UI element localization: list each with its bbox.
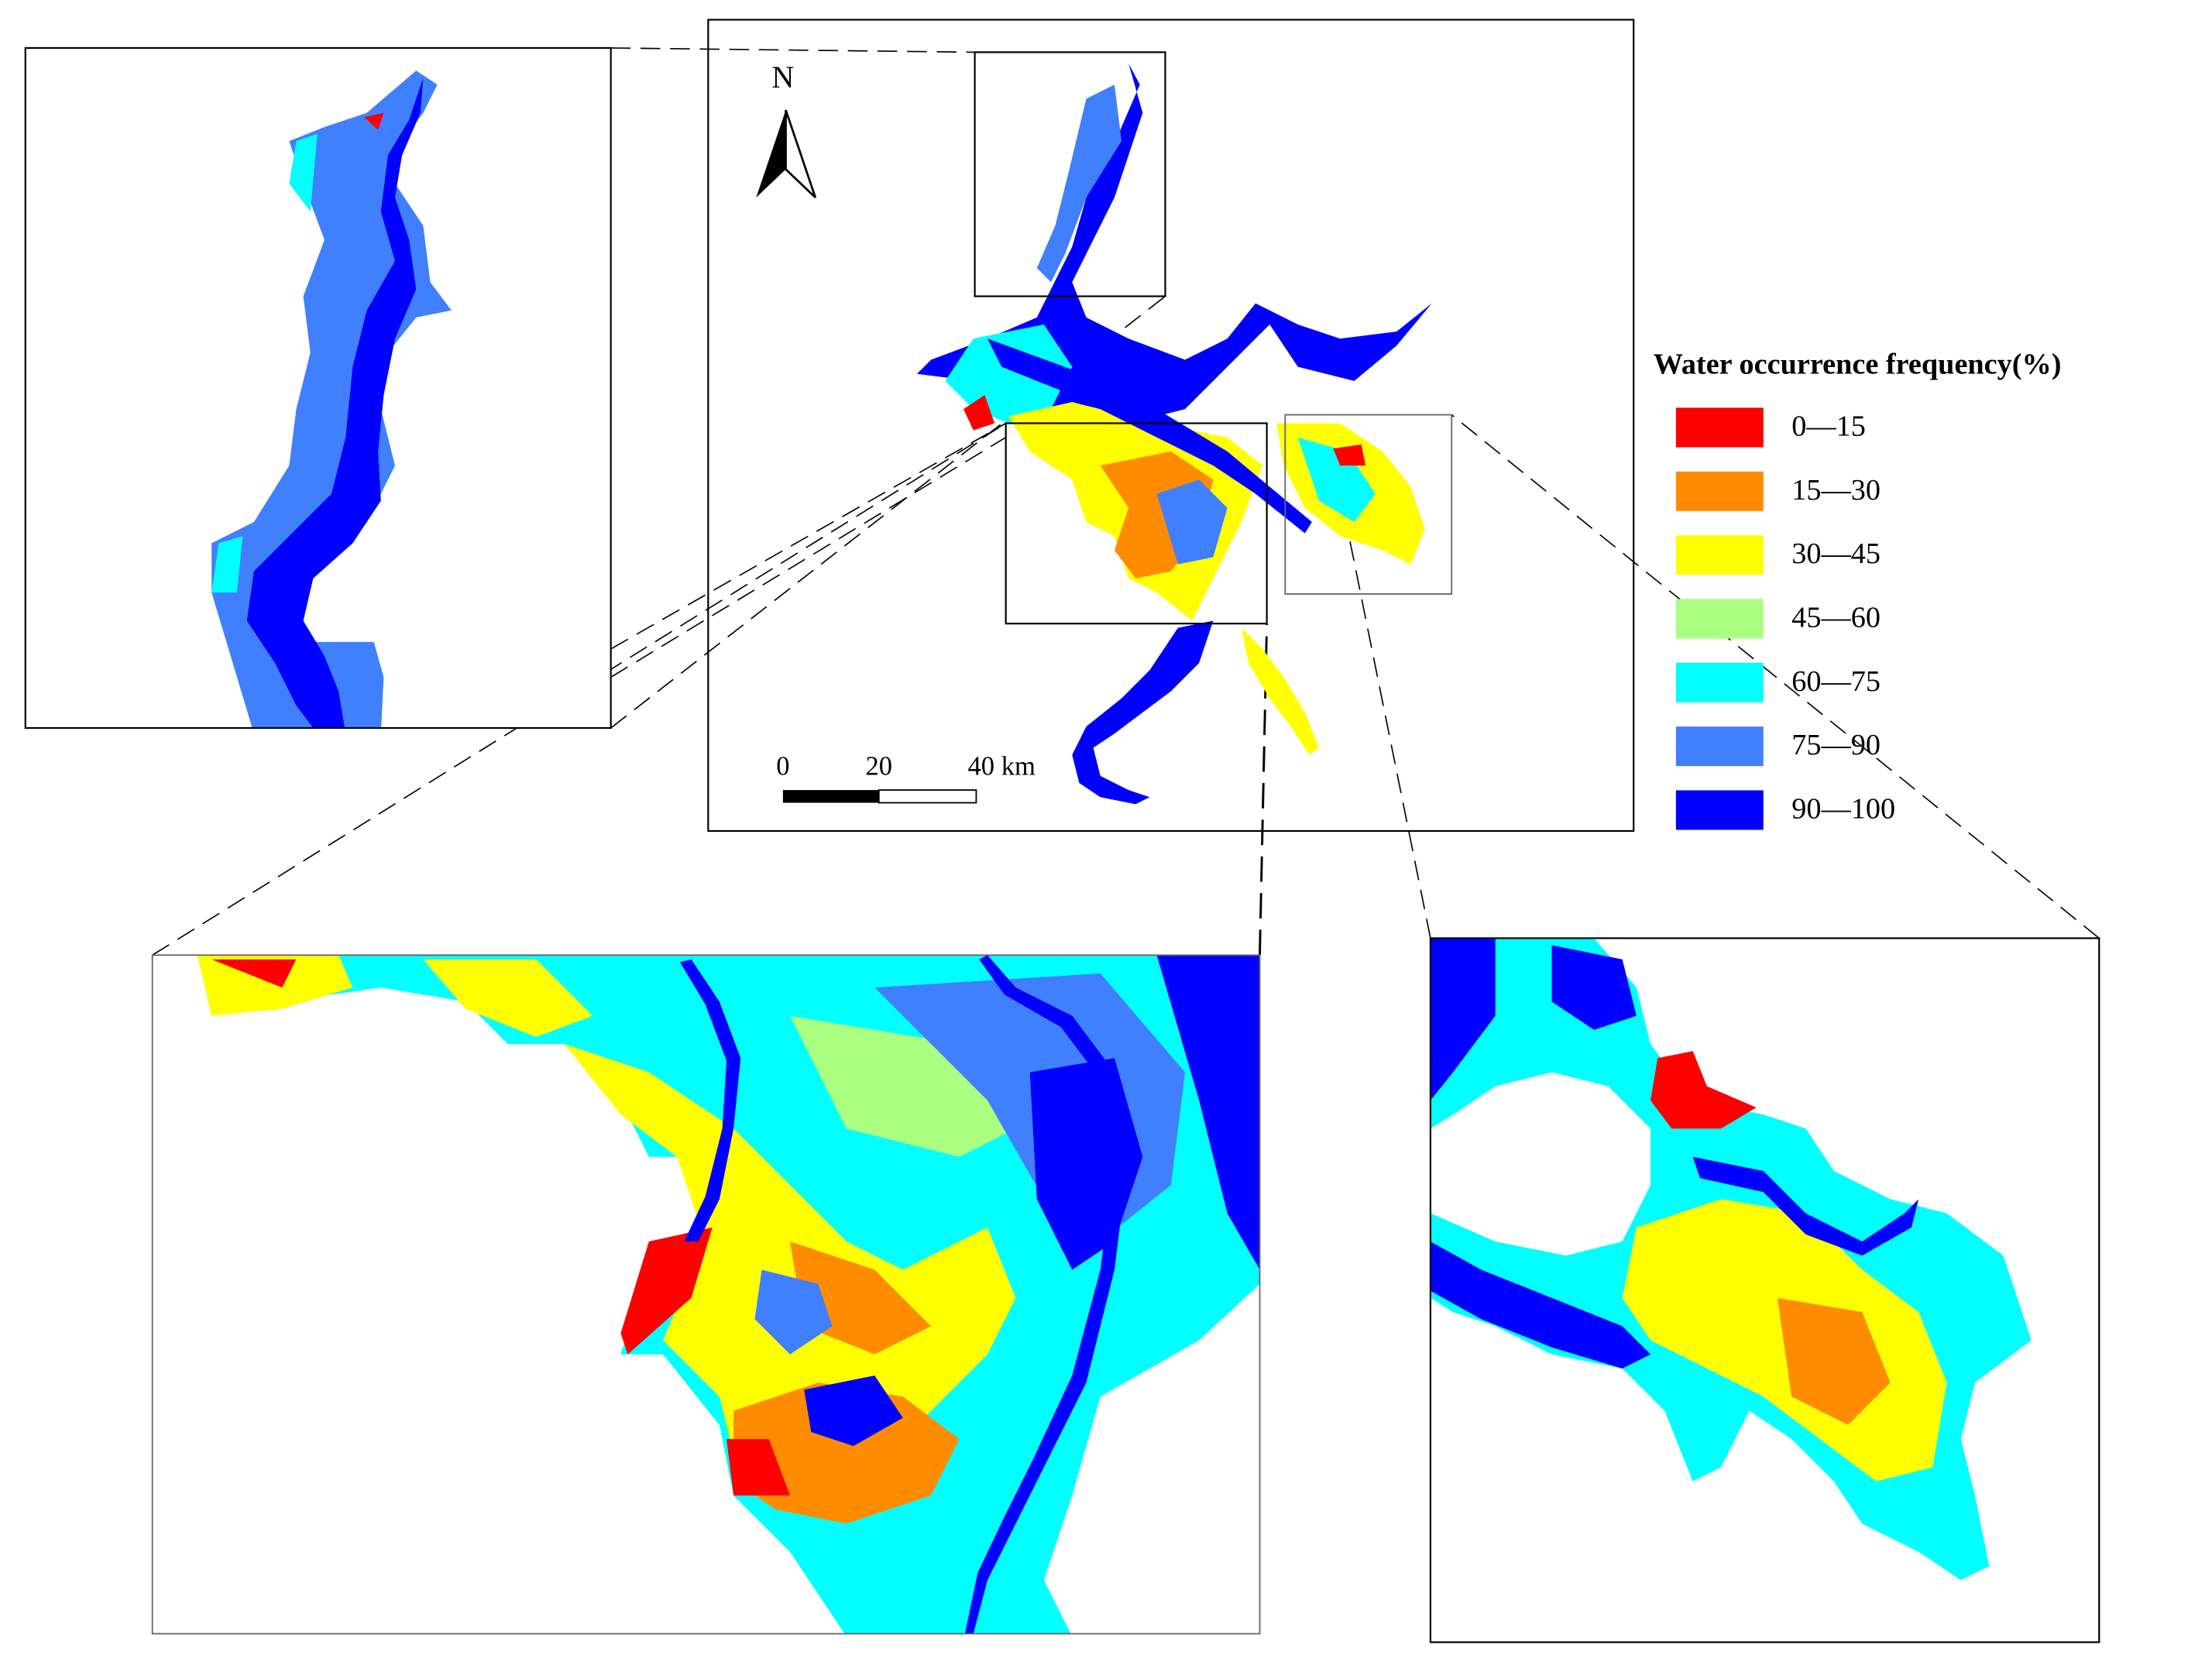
north-label: N: [771, 60, 794, 94]
legend: Water occurrence frequency(%) 0—15 15—30 3…: [1654, 348, 2062, 830]
water-area: [1430, 1241, 1651, 1369]
water-area: [754, 1269, 833, 1355]
water-area: [964, 955, 1129, 1634]
main-boxes: [974, 51, 1453, 625]
legend-swatch: [1675, 535, 1764, 575]
water-area: [363, 112, 384, 130]
water-area: [423, 959, 592, 1037]
legend-label: 0—15: [1791, 410, 1866, 443]
legend-swatch: [1675, 790, 1764, 830]
legend-swatch: [1675, 599, 1764, 639]
water-area: [1778, 1297, 1891, 1425]
water-area: [289, 134, 318, 212]
water-area: [1072, 620, 1214, 805]
legend-swatch: [1675, 662, 1764, 702]
scale-label: 40 km: [967, 752, 1036, 781]
water-area: [1297, 437, 1376, 523]
water-area: [1551, 945, 1637, 1030]
legend-label: 75—90: [1791, 729, 1881, 761]
legend-label: 90—100: [1791, 793, 1895, 826]
scale-label: 0: [776, 752, 789, 781]
water-area: [1692, 1156, 1919, 1256]
legend-swatch: [1675, 407, 1764, 448]
main-map: [707, 19, 1635, 833]
water-area: [1156, 955, 1260, 1270]
water-area: [211, 959, 297, 988]
water-area: [1156, 479, 1228, 565]
water-area: [804, 1375, 903, 1447]
north-arrow: N: [756, 60, 817, 199]
legend-label: 60—75: [1791, 665, 1881, 698]
water-area: [733, 1382, 960, 1524]
water-area: [620, 1227, 713, 1355]
water-area: [1430, 938, 1496, 1101]
water-area: [679, 959, 741, 1242]
water-area: [246, 77, 424, 728]
inset-east: [1429, 937, 2100, 1643]
water-area: [1650, 1051, 1757, 1129]
legend-label: 30—45: [1791, 537, 1881, 570]
water-area: [1036, 84, 1122, 283]
water-area: [198, 955, 353, 1016]
water-area: [564, 1044, 1016, 1496]
water-area: [1241, 627, 1320, 755]
scale-label: 20: [865, 752, 892, 781]
water-area: [1333, 444, 1366, 466]
legend-label: 45—60: [1791, 602, 1881, 634]
water-area: [726, 1439, 790, 1496]
water-area: [211, 536, 243, 593]
legend-swatch: [1675, 471, 1764, 511]
legend-swatch: [1675, 726, 1764, 767]
inset-north: [24, 46, 612, 730]
scale-bar: 0 20 40 km: [776, 752, 1036, 804]
inset-center: [151, 954, 1261, 1635]
water-area: [988, 338, 1312, 534]
water-area: [963, 395, 995, 431]
legend-title: Water occurrence frequency(%): [1654, 348, 2062, 380]
legend-label: 15—30: [1791, 474, 1881, 507]
water-area: [945, 324, 1073, 424]
